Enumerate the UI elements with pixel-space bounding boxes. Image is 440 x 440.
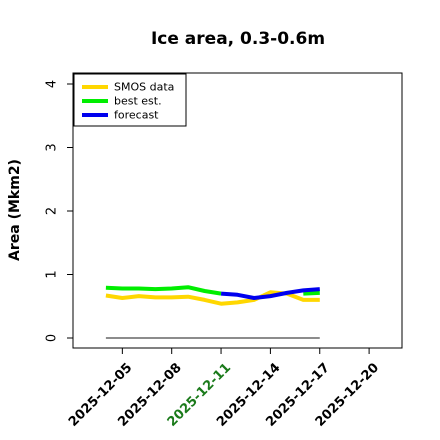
y-axis-label: Area (Mkm2) [7,159,23,261]
chart-title: Ice area, 0.3-0.6m [151,29,325,49]
y-tick-label: 3 [45,143,60,151]
series-layer [105,285,320,339]
legend-label: best est. [114,95,162,108]
series-line-best-est- [105,285,222,296]
y-ticks: 0 1 2 3 4 [45,80,73,342]
x-ticks: 2025-12-052025-12-082025-12-112025-12-14… [66,348,382,430]
y-tick-label: 2 [45,207,60,215]
legend-label: SMOS data [114,81,174,94]
series-line-best-est- [303,290,320,296]
y-tick-label: 0 [45,334,60,342]
series-line-forecast [220,287,320,300]
legend-label: forecast [114,109,159,122]
y-tick-label: 4 [45,80,60,88]
y-tick-label: 1 [45,270,60,278]
